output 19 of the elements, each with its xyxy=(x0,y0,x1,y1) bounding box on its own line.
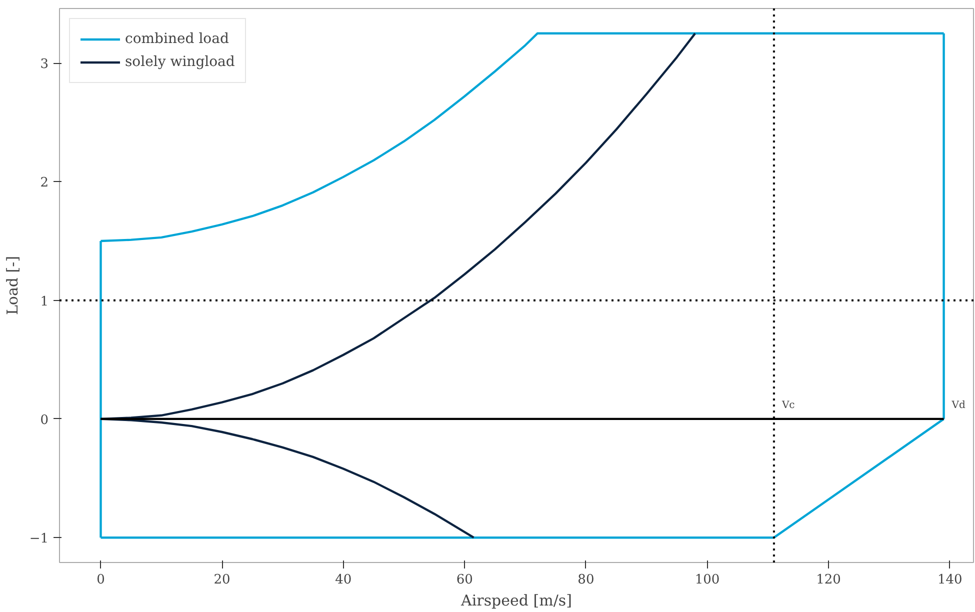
y-tick-label: 1 xyxy=(40,294,49,310)
x-tick-label: 60 xyxy=(456,572,473,588)
y-axis-title: Load [-] xyxy=(3,256,22,316)
x-tick-label: 40 xyxy=(335,572,352,588)
y-tick-label: 2 xyxy=(40,176,49,191)
y-tick-label: 3 xyxy=(40,57,49,72)
x-tick-label: 120 xyxy=(816,572,841,588)
x-tick-label: 140 xyxy=(937,572,962,588)
annotation: Vc xyxy=(780,400,796,411)
y-tick-label: −1 xyxy=(29,532,49,547)
x-tick-label: 80 xyxy=(578,572,594,588)
legend-label: solely wingload xyxy=(125,54,235,70)
x-tick-label: 100 xyxy=(694,572,720,588)
legend-label: combined load xyxy=(125,31,229,47)
x-tick-label: 0 xyxy=(96,572,105,588)
x-axis-title: Airspeed [m/s] xyxy=(460,592,572,610)
annotation: Vd xyxy=(950,400,966,411)
x-tick-label: 20 xyxy=(214,572,230,588)
y-tick-label: 0 xyxy=(40,412,49,428)
